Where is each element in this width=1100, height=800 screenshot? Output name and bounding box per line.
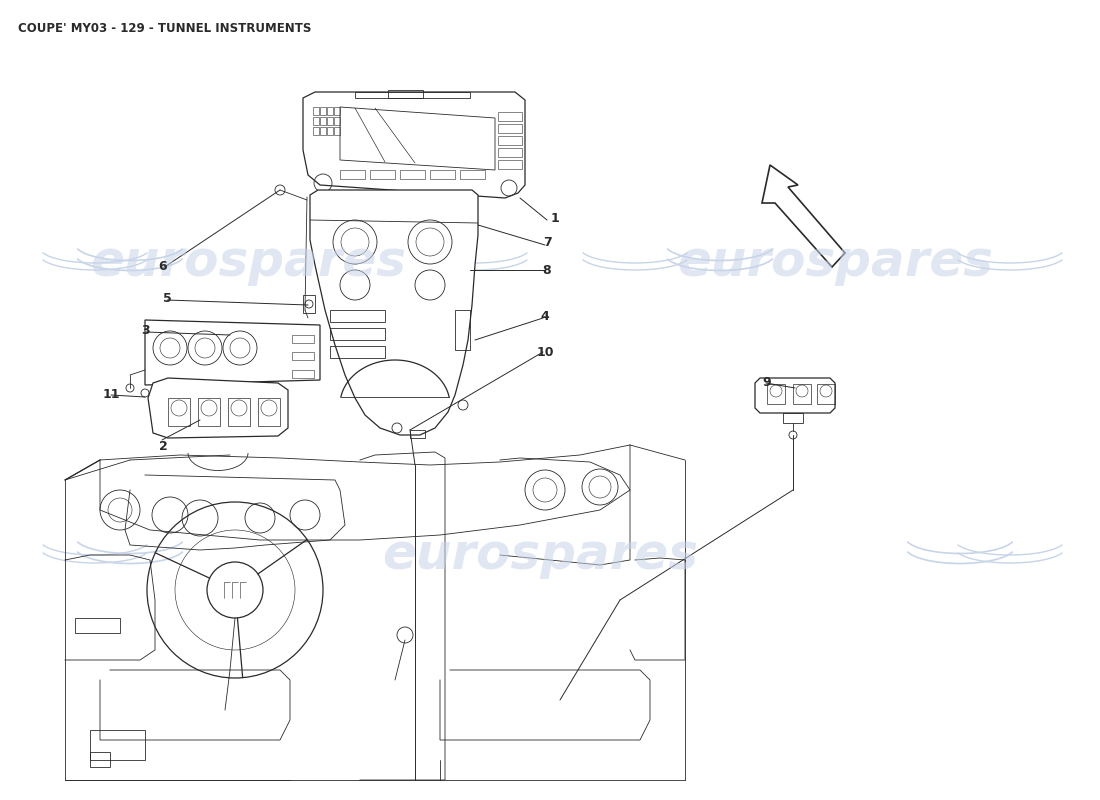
Bar [460,170,485,179]
Polygon shape [302,92,525,198]
Polygon shape [755,378,835,413]
Bar [400,170,425,179]
Bar [327,117,333,125]
Text: 10: 10 [537,346,553,358]
Bar [370,170,395,179]
Text: 9: 9 [762,375,771,389]
Text: 7: 7 [542,237,551,250]
Bar [90,752,110,767]
Text: 1: 1 [551,211,560,225]
Bar [198,398,220,426]
Bar [90,730,145,760]
Text: 11: 11 [102,387,120,401]
Bar [330,328,385,340]
Bar [767,384,785,404]
Bar [410,430,425,438]
Bar [292,335,313,343]
Polygon shape [148,378,288,438]
Text: eurospares: eurospares [676,238,993,286]
Bar [168,398,190,426]
Bar [498,160,522,169]
Bar [498,148,522,157]
Text: COUPE' MY03 - 129 - TUNNEL INSTRUMENTS: COUPE' MY03 - 129 - TUNNEL INSTRUMENTS [18,22,311,35]
Bar [314,127,319,135]
Bar [314,117,319,125]
Text: 6: 6 [158,259,167,273]
Bar [330,310,385,322]
Bar [783,413,803,423]
Text: 2: 2 [158,441,167,454]
Bar [430,170,455,179]
Bar [258,398,280,426]
Text: eurospares: eurospares [90,238,406,286]
Bar [498,136,522,145]
Bar [388,90,424,98]
Bar [498,124,522,133]
Text: 5: 5 [163,291,172,305]
Bar [340,170,365,179]
Bar [320,107,326,115]
Bar [327,127,333,135]
Bar [334,117,340,125]
Text: 4: 4 [540,310,549,322]
Bar [75,618,120,633]
Polygon shape [310,190,478,435]
Bar [334,107,340,115]
Bar [302,295,315,313]
Bar [320,127,326,135]
Polygon shape [145,320,320,385]
Bar [498,112,522,121]
Text: 3: 3 [142,323,151,337]
Bar [455,310,470,350]
Bar [314,107,319,115]
Bar [228,398,250,426]
Bar [292,352,313,360]
Text: 8: 8 [542,263,551,277]
Bar [334,127,340,135]
Bar [817,384,835,404]
Bar [330,346,385,358]
Bar [320,117,326,125]
Bar [327,107,333,115]
Bar [793,384,811,404]
Bar [292,370,313,378]
Text: eurospares: eurospares [382,531,698,579]
